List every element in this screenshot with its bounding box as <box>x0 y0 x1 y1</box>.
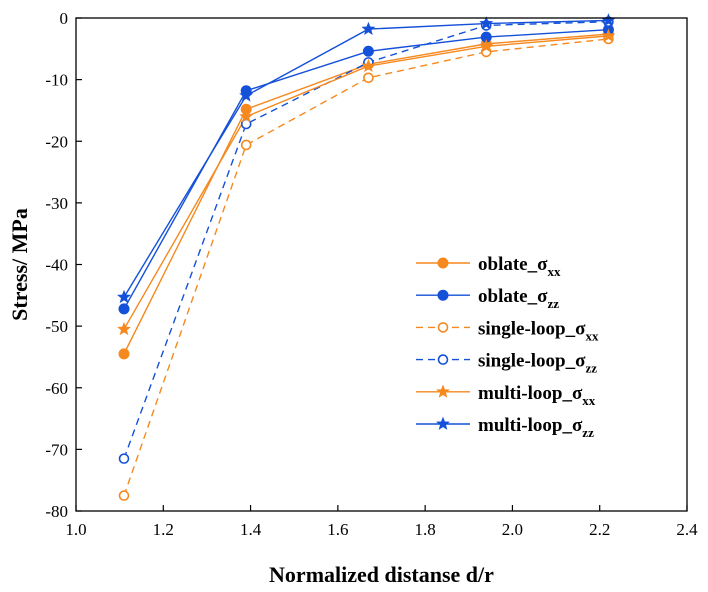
data-point <box>601 28 616 42</box>
legend-label: multi-loop_σzz <box>478 415 594 440</box>
y-tick-label: -40 <box>45 256 68 275</box>
legend-label: single-loop_σzz <box>478 351 597 376</box>
data-point <box>479 39 494 53</box>
y-axis: 0 -10 -20 -30 -40 -50 -60 -70 -80 <box>45 9 82 521</box>
y-tick-label: -70 <box>45 440 68 459</box>
legend-label-subscript: xx <box>585 328 599 343</box>
legend-item: single-loop_σzz <box>416 351 597 376</box>
y-tick-label: -30 <box>45 194 68 213</box>
data-point <box>240 139 252 151</box>
x-axis-title: Normalized distanse d/r <box>269 562 494 587</box>
legend-item: oblate_σxx <box>416 254 561 279</box>
data-point <box>361 58 376 73</box>
y-tick-label: -10 <box>45 71 68 90</box>
legend-label-base: oblate_σ <box>478 286 548 307</box>
legend-label-base: single-loop_σ <box>478 351 586 372</box>
legend-label-subscript: xx <box>547 264 561 279</box>
data-point <box>118 453 130 464</box>
x-tick-label: 1.6 <box>327 520 348 539</box>
legend-marker <box>436 416 450 430</box>
plot-markers <box>117 13 616 501</box>
legend-item: multi-loop_σzz <box>416 415 594 440</box>
legend-item: single-loop_σxx <box>416 318 599 343</box>
legend: oblate_σxxoblate_σzzsingle-loop_σxxsingl… <box>416 254 599 440</box>
data-point <box>239 88 254 102</box>
data-point <box>361 21 376 36</box>
y-tick-label: -80 <box>45 502 68 521</box>
data-point <box>117 321 131 336</box>
y-tick-label: 0 <box>60 9 69 28</box>
legend-marker <box>437 289 449 301</box>
data-point <box>117 289 131 304</box>
x-tick-label: 2.4 <box>676 520 698 539</box>
y-tick-label: -60 <box>45 379 68 398</box>
x-axis: 1.0 1.2 1.4 1.6 1.8 2.0 2.2 2.4 <box>65 505 698 539</box>
legend-label-subscript: zz <box>547 296 559 311</box>
legend-label-base: multi-loop_σ <box>478 383 583 404</box>
legend-item: multi-loop_σxx <box>416 383 596 408</box>
y-axis-title: Stress/ MPa <box>7 208 32 321</box>
data-point <box>118 303 130 315</box>
legend-label: oblate_σxx <box>478 254 561 279</box>
x-tick-label: 2.0 <box>502 520 523 539</box>
data-point <box>362 45 374 57</box>
legend-label-subscript: zz <box>582 425 594 440</box>
x-tick-label: 1.2 <box>153 520 174 539</box>
x-tick-label: 1.8 <box>415 520 436 539</box>
legend-label-base: single-loop_σ <box>478 318 586 339</box>
legend-label: single-loop_σxx <box>478 318 599 343</box>
plot-frame <box>75 17 688 512</box>
legend-marker <box>437 322 449 333</box>
x-tick-label: 1.0 <box>65 520 86 539</box>
data-point <box>118 348 130 360</box>
y-tick-label: -50 <box>45 317 68 336</box>
x-tick-label: 2.2 <box>589 520 610 539</box>
legend-label-subscript: xx <box>582 393 596 408</box>
data-point <box>239 109 254 123</box>
legend-item: oblate_σzz <box>416 286 559 311</box>
data-point <box>118 490 130 501</box>
legend-label: multi-loop_σxx <box>478 383 596 408</box>
legend-label-base: oblate_σ <box>478 254 548 275</box>
x-tick-label: 1.4 <box>240 520 262 539</box>
legend-marker <box>437 354 449 365</box>
data-point <box>363 72 374 84</box>
data-point <box>479 16 494 30</box>
legend-label-subscript: zz <box>585 361 597 376</box>
legend-label: oblate_σzz <box>478 286 559 311</box>
legend-label-base: multi-loop_σ <box>478 415 583 436</box>
legend-marker <box>436 384 450 398</box>
legend-marker <box>437 257 449 269</box>
y-tick-label: -20 <box>45 132 68 151</box>
